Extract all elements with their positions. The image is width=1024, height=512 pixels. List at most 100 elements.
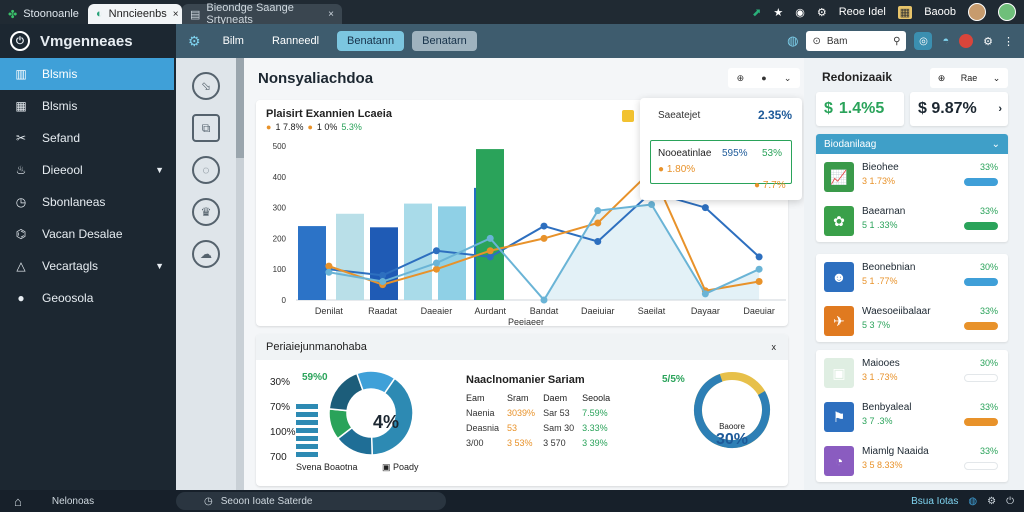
chat-bubble-icon[interactable]: ◌: [192, 156, 220, 184]
tab-1[interactable]: Bilm: [222, 35, 244, 47]
y-tick-label: 100: [273, 265, 287, 274]
stats-table: Eam Sram Daem Seoola Naenia 3039% Sar 53 7.59% D…: [466, 390, 618, 450]
bookmark-icon[interactable]: ★: [773, 6, 784, 19]
trophy-icon[interactable]: ♛: [192, 198, 220, 226]
status-search[interactable]: ◷ Seoon Ioate Saterde: [176, 492, 446, 510]
sidebar-item-label: Blsmis: [42, 99, 78, 113]
settings-icon[interactable]: ⚙: [816, 6, 827, 19]
sidebar-item-2[interactable]: ▦ Blsmis: [0, 90, 176, 122]
sidebar-item-3[interactable]: ✂ Sefand: [0, 122, 176, 154]
sidebar-item-label: Dieeool: [42, 163, 83, 177]
status-right: Bsua Iotas ◍ ⚙ ⏻: [911, 496, 1024, 507]
chevron-down-icon[interactable]: ⌄: [991, 138, 1000, 150]
list-group-2: ☻ Beonebnian 5 1 .77% 30% ✈ Waesoeiibalaar 5 3…: [816, 254, 1008, 342]
series-2-point: [379, 278, 387, 286]
chevron-down-icon[interactable]: ⌄: [992, 72, 1001, 83]
item-name: Miamlg Naaida: [862, 446, 929, 457]
browser-tab-2[interactable]: ◐ Nnncieenbs ×: [88, 4, 182, 24]
chevron-down-icon[interactable]: ▼: [155, 261, 164, 271]
search-icon[interactable]: ⚲: [893, 35, 901, 47]
top-percent: 59%0: [302, 372, 328, 383]
list-item[interactable]: ◔ Miamlg Naaida 3 5 8.33% 33%: [816, 438, 1008, 482]
sidebar-item-1[interactable]: ▥ Blsmis: [0, 58, 174, 90]
close-tab-icon[interactable]: ×: [328, 8, 334, 20]
filter-label[interactable]: Rae: [960, 73, 978, 83]
shield-icon[interactable]: ◉: [795, 6, 805, 19]
sidebar-item-8[interactable]: ● Geoosola: [0, 282, 176, 314]
list-item[interactable]: ☻ Beonebnian 5 1 .77% 30%: [816, 254, 1008, 298]
ring-value: 30%: [715, 431, 749, 448]
search-field[interactable]: ⊙ Bam ⚲: [806, 31, 907, 51]
list-item[interactable]: ✿ Baearnan 5 1 .33% 33%: [816, 198, 1008, 242]
mini-label: 700: [270, 452, 287, 463]
sidebar-item-4[interactable]: ♨ Dieeool ▼: [0, 154, 176, 186]
kpi-value: $ 9.87%: [918, 100, 977, 117]
list-item[interactable]: 📈 Bieohee 3 1.73% 33%: [816, 154, 1008, 198]
x-tick-label: Daeaier: [421, 306, 453, 316]
caption-right-text: Poady: [393, 462, 419, 472]
home-icon[interactable]: ⌂: [14, 493, 22, 509]
chevron-right-icon[interactable]: ›: [998, 103, 1002, 115]
list-item[interactable]: ✈ Waesoeiibalaar 5 3 7% 33%: [816, 298, 1008, 342]
add-icon[interactable]: ⊕: [736, 72, 745, 83]
layers-icon[interactable]: ⧉: [192, 114, 220, 142]
x-tick-label: Dayaar: [691, 306, 720, 316]
y-tick-label: 0: [282, 296, 287, 305]
cloud-icon[interactable]: ☁: [192, 240, 220, 268]
kpi-card-2[interactable]: $ 9.87% ›: [910, 92, 1008, 126]
avatar[interactable]: [968, 3, 986, 21]
group-header[interactable]: Biodanilaag ⌄: [816, 134, 1008, 154]
chevron-down-icon[interactable]: ▼: [155, 165, 164, 175]
avatar-2[interactable]: [998, 3, 1016, 21]
scrollbar[interactable]: [236, 58, 244, 490]
close-icon[interactable]: x: [771, 342, 777, 352]
sidebar-item-5[interactable]: ◷ Sbonlaneas: [0, 186, 176, 218]
brand[interactable]: ⏻ Vmgenneaes: [0, 24, 176, 58]
calendar-icon[interactable]: ▦: [897, 5, 913, 19]
list-item[interactable]: ⚑ Benbyaleal 3 7 .3% 33%: [816, 394, 1008, 438]
dashboard-icon[interactable]: ⬂: [192, 72, 220, 100]
settings-icon[interactable]: ⚙: [987, 495, 997, 507]
kpi-value: 1.4%5: [838, 100, 885, 117]
chevron-down-icon[interactable]: ⌄: [783, 72, 792, 83]
series-0-point: [701, 204, 709, 212]
legend-icon[interactable]: [622, 110, 634, 122]
browser-tab-3[interactable]: ▤ Bieondge Saange Srtyneats ×: [182, 2, 342, 26]
scrollbar-thumb[interactable]: [236, 58, 244, 158]
tab-3[interactable]: Benatann: [337, 31, 405, 51]
close-tab-icon[interactable]: ×: [172, 8, 179, 20]
y-tick-label: 500: [273, 142, 287, 151]
subtitle-2: 1 0%: [316, 122, 338, 132]
tab-2[interactable]: Ranneedl: [271, 35, 320, 47]
series-2-point: [486, 234, 494, 242]
record-icon[interactable]: ●: [761, 73, 767, 83]
search-input[interactable]: Bam: [826, 35, 848, 47]
notification-icon[interactable]: ◓: [942, 35, 950, 47]
sidebar-item-label: Vacan Desalae: [42, 227, 123, 241]
globe-icon[interactable]: ◍: [787, 33, 799, 48]
chat-icon[interactable]: ◎: [914, 32, 933, 50]
series-2-point: [701, 290, 709, 298]
globe-icon[interactable]: ◍: [968, 495, 978, 507]
browser-tab-1[interactable]: ✤ Stoonoanle: [0, 4, 88, 24]
stats-title: Naaclnomanier Sariam: [466, 374, 585, 386]
stats-cell: 3039%: [507, 407, 536, 418]
gear-icon[interactable]: ⚙: [188, 32, 201, 49]
item-thumbnail-icon: ✈: [824, 306, 854, 336]
list-item[interactable]: ▣ Maiooes 3 1 .73% 30%: [816, 350, 1008, 394]
x-tick-label: Daeiuiar: [581, 306, 615, 316]
sidebar-item-6[interactable]: ⌬ Vacan Desalae: [0, 218, 176, 250]
more-icon[interactable]: ⋮: [1003, 35, 1014, 48]
settings-icon[interactable]: ⚙: [983, 35, 993, 48]
item-thumbnail-icon: ⚑: [824, 402, 854, 432]
tab-4[interactable]: Benatarn: [412, 31, 477, 51]
tooltip-title: Saeatejet: [658, 110, 701, 121]
kpi-card-1[interactable]: $ 1.4%5: [816, 92, 904, 126]
extension-icon[interactable]: ⬈: [752, 6, 762, 19]
power-icon[interactable]: ⏻: [1006, 495, 1014, 507]
mini-label: 70%: [270, 402, 291, 413]
sidebar-item-7[interactable]: △ Vecartagls ▼: [0, 250, 176, 282]
alert-icon[interactable]: [959, 34, 974, 48]
stats-row: 3/00 3 53% 3 570 3 39%: [466, 435, 618, 450]
add-icon[interactable]: ⊕: [937, 72, 946, 83]
